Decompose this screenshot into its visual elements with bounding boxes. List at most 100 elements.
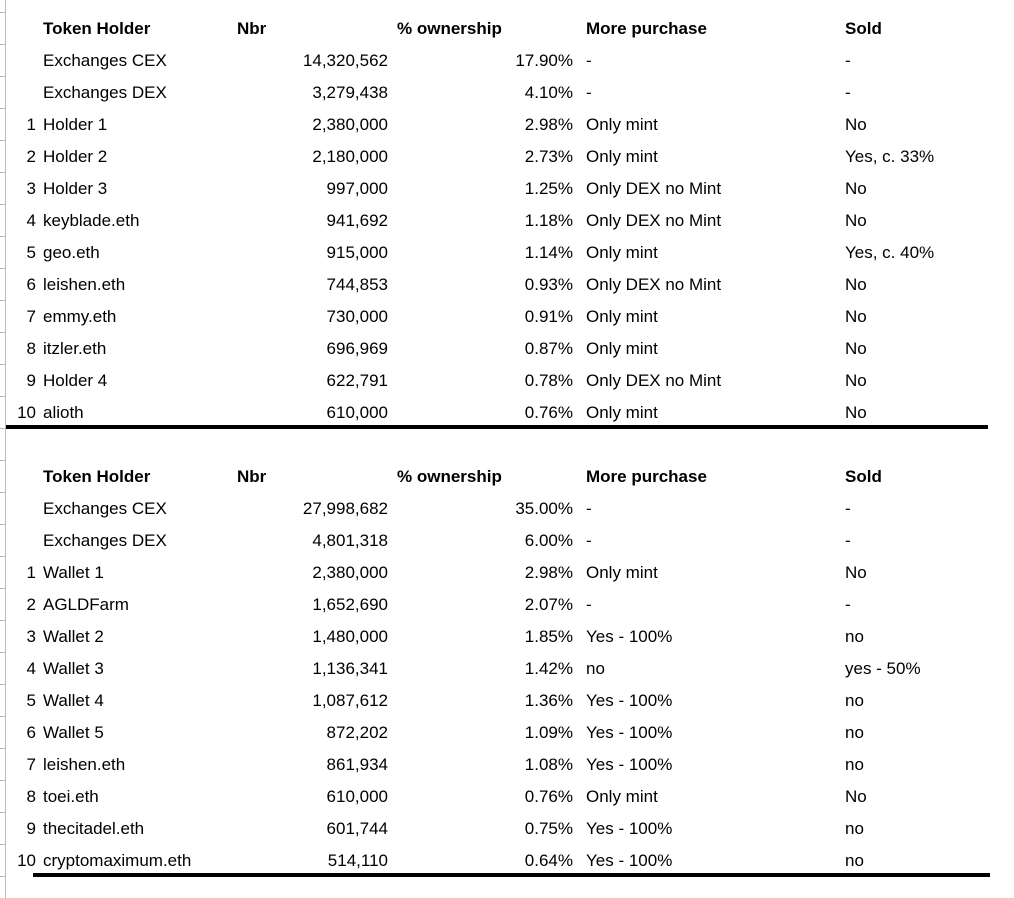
header-more-purchase[interactable]: More purchase xyxy=(586,467,707,486)
cell-sold[interactable]: no xyxy=(845,691,864,710)
cell-ownership[interactable]: 1.85% xyxy=(524,627,573,646)
header-sold[interactable]: Sold xyxy=(845,19,882,38)
cell-rank[interactable]: 10 xyxy=(17,851,36,870)
cell-ownership[interactable]: 1.09% xyxy=(524,723,573,742)
cell-token-holder[interactable]: leishen.eth xyxy=(43,755,126,774)
cell-nbr[interactable]: 601,744 xyxy=(326,819,388,838)
cell-ownership[interactable]: 1.36% xyxy=(524,691,573,710)
cell-token-holder[interactable]: emmy.eth xyxy=(43,307,117,326)
cell-rank[interactable]: 6 xyxy=(26,275,36,294)
cell-more-purchase[interactable]: - xyxy=(586,531,592,550)
cell-more-purchase[interactable]: Only mint xyxy=(586,403,658,422)
cell-ownership[interactable]: 0.76% xyxy=(524,787,573,806)
cell-ownership[interactable]: 0.64% xyxy=(524,851,573,870)
cell-rank[interactable]: 4 xyxy=(26,211,36,230)
cell-nbr[interactable]: 514,110 xyxy=(327,851,388,870)
cell-token-holder[interactable]: Exchanges CEX xyxy=(43,51,167,70)
cell-ownership[interactable]: 4.10% xyxy=(524,83,573,102)
cell-ownership[interactable]: 1.42% xyxy=(524,659,573,678)
cell-rank[interactable] xyxy=(0,493,37,525)
cell-rank[interactable]: 5 xyxy=(26,243,36,262)
cell-more-purchase[interactable]: Only mint xyxy=(586,147,658,166)
cell-sold[interactable]: no xyxy=(845,851,864,870)
cell-ownership[interactable]: 1.14% xyxy=(524,243,573,262)
cell-sold[interactable]: - xyxy=(845,531,851,550)
cell-more-purchase[interactable]: Only DEX no Mint xyxy=(586,275,722,294)
cell-token-holder[interactable]: thecitadel.eth xyxy=(43,819,145,838)
cell-token-holder[interactable]: cryptomaximum.eth xyxy=(43,851,192,870)
cell-rank[interactable]: 2 xyxy=(26,595,36,614)
cell-nbr[interactable]: 730,000 xyxy=(326,307,388,326)
cell-sold[interactable]: - xyxy=(845,595,851,614)
cell-token-holder[interactable]: Wallet 4 xyxy=(43,691,104,710)
header-nbr[interactable]: Nbr xyxy=(237,467,267,486)
header-more-purchase[interactable]: More purchase xyxy=(586,19,707,38)
cell-rank[interactable]: 7 xyxy=(26,755,36,774)
cell-sold[interactable]: No xyxy=(845,275,867,294)
cell-token-holder[interactable]: keyblade.eth xyxy=(43,211,140,230)
cell-rank[interactable]: 1 xyxy=(26,115,36,134)
cell-ownership[interactable]: 2.98% xyxy=(524,563,573,582)
cell-ownership[interactable]: 2.73% xyxy=(524,147,573,166)
cell-token-holder[interactable]: Exchanges DEX xyxy=(43,83,167,102)
cell-sold[interactable]: No xyxy=(845,307,867,326)
cell-sold[interactable]: No xyxy=(845,371,867,390)
cell-ownership[interactable]: 1.18% xyxy=(524,211,573,230)
cell-nbr[interactable]: 2,180,000 xyxy=(312,147,388,166)
cell-token-holder[interactable]: leishen.eth xyxy=(43,275,126,294)
cell-rank[interactable] xyxy=(0,525,37,557)
header-nbr[interactable]: Nbr xyxy=(237,19,267,38)
cell-sold[interactable]: - xyxy=(845,499,851,518)
cell-rank[interactable]: 3 xyxy=(26,179,36,198)
cell-token-holder[interactable]: itzler.eth xyxy=(43,339,107,358)
cell-ownership[interactable]: 0.78% xyxy=(524,371,573,390)
cell-ownership[interactable]: 0.75% xyxy=(524,819,573,838)
cell-nbr[interactable]: 941,692 xyxy=(326,211,388,230)
cell-rank[interactable]: 6 xyxy=(26,723,36,742)
cell-ownership[interactable]: 35.00% xyxy=(515,499,573,518)
cell-more-purchase[interactable]: - xyxy=(586,595,592,614)
header-token-holder[interactable]: Token Holder xyxy=(43,467,151,486)
cell-nbr[interactable]: 14,320,562 xyxy=(302,51,388,70)
cell-more-purchase[interactable]: Yes - 100% xyxy=(586,723,673,742)
header-rank-cell[interactable] xyxy=(0,461,37,493)
cell-sold[interactable]: No xyxy=(845,403,867,422)
header-token-holder[interactable]: Token Holder xyxy=(43,19,151,38)
header-percent-ownership[interactable]: % ownership xyxy=(397,19,502,38)
cell-more-purchase[interactable]: Only DEX no Mint xyxy=(586,211,722,230)
cell-rank[interactable] xyxy=(0,77,37,109)
cell-rank[interactable]: 8 xyxy=(26,787,36,806)
cell-token-holder[interactable]: Exchanges DEX xyxy=(43,531,167,550)
cell-token-holder[interactable]: Exchanges CEX xyxy=(43,499,167,518)
cell-token-holder[interactable]: Holder 1 xyxy=(43,115,108,134)
cell-nbr[interactable]: 744,853 xyxy=(326,275,388,294)
cell-rank[interactable]: 9 xyxy=(26,819,36,838)
cell-more-purchase[interactable]: Yes - 100% xyxy=(586,627,673,646)
cell-rank[interactable]: 5 xyxy=(26,691,36,710)
cell-ownership[interactable]: 1.25% xyxy=(524,179,573,198)
cell-nbr[interactable]: 622,791 xyxy=(326,371,388,390)
cell-nbr[interactable]: 2,380,000 xyxy=(312,563,388,582)
cell-token-holder[interactable]: alioth xyxy=(43,403,84,422)
cell-sold[interactable]: no xyxy=(845,723,864,742)
cell-rank[interactable]: 7 xyxy=(26,307,36,326)
cell-nbr[interactable]: 2,380,000 xyxy=(312,115,388,134)
cell-more-purchase[interactable]: - xyxy=(586,499,592,518)
cell-ownership[interactable]: 0.93% xyxy=(524,275,573,294)
cell-ownership[interactable]: 1.08% xyxy=(524,755,573,774)
cell-nbr[interactable]: 610,000 xyxy=(326,403,388,422)
cell-sold[interactable]: No xyxy=(845,787,867,806)
cell-more-purchase[interactable]: Yes - 100% xyxy=(586,851,673,870)
cell-more-purchase[interactable]: Yes - 100% xyxy=(586,819,673,838)
cell-more-purchase[interactable]: Only mint xyxy=(586,115,658,134)
cell-token-holder[interactable]: Wallet 3 xyxy=(43,659,104,678)
cell-token-holder[interactable]: Holder 4 xyxy=(43,371,108,390)
cell-sold[interactable]: No xyxy=(845,563,867,582)
cell-token-holder[interactable]: toei.eth xyxy=(43,787,99,806)
cell-nbr[interactable]: 997,000 xyxy=(326,179,388,198)
cell-rank[interactable]: 8 xyxy=(26,339,36,358)
cell-sold[interactable]: no xyxy=(845,819,864,838)
cell-token-holder[interactable]: Holder 2 xyxy=(43,147,108,166)
cell-token-holder[interactable]: AGLDFarm xyxy=(43,595,129,614)
cell-nbr[interactable]: 1,136,341 xyxy=(312,659,388,678)
